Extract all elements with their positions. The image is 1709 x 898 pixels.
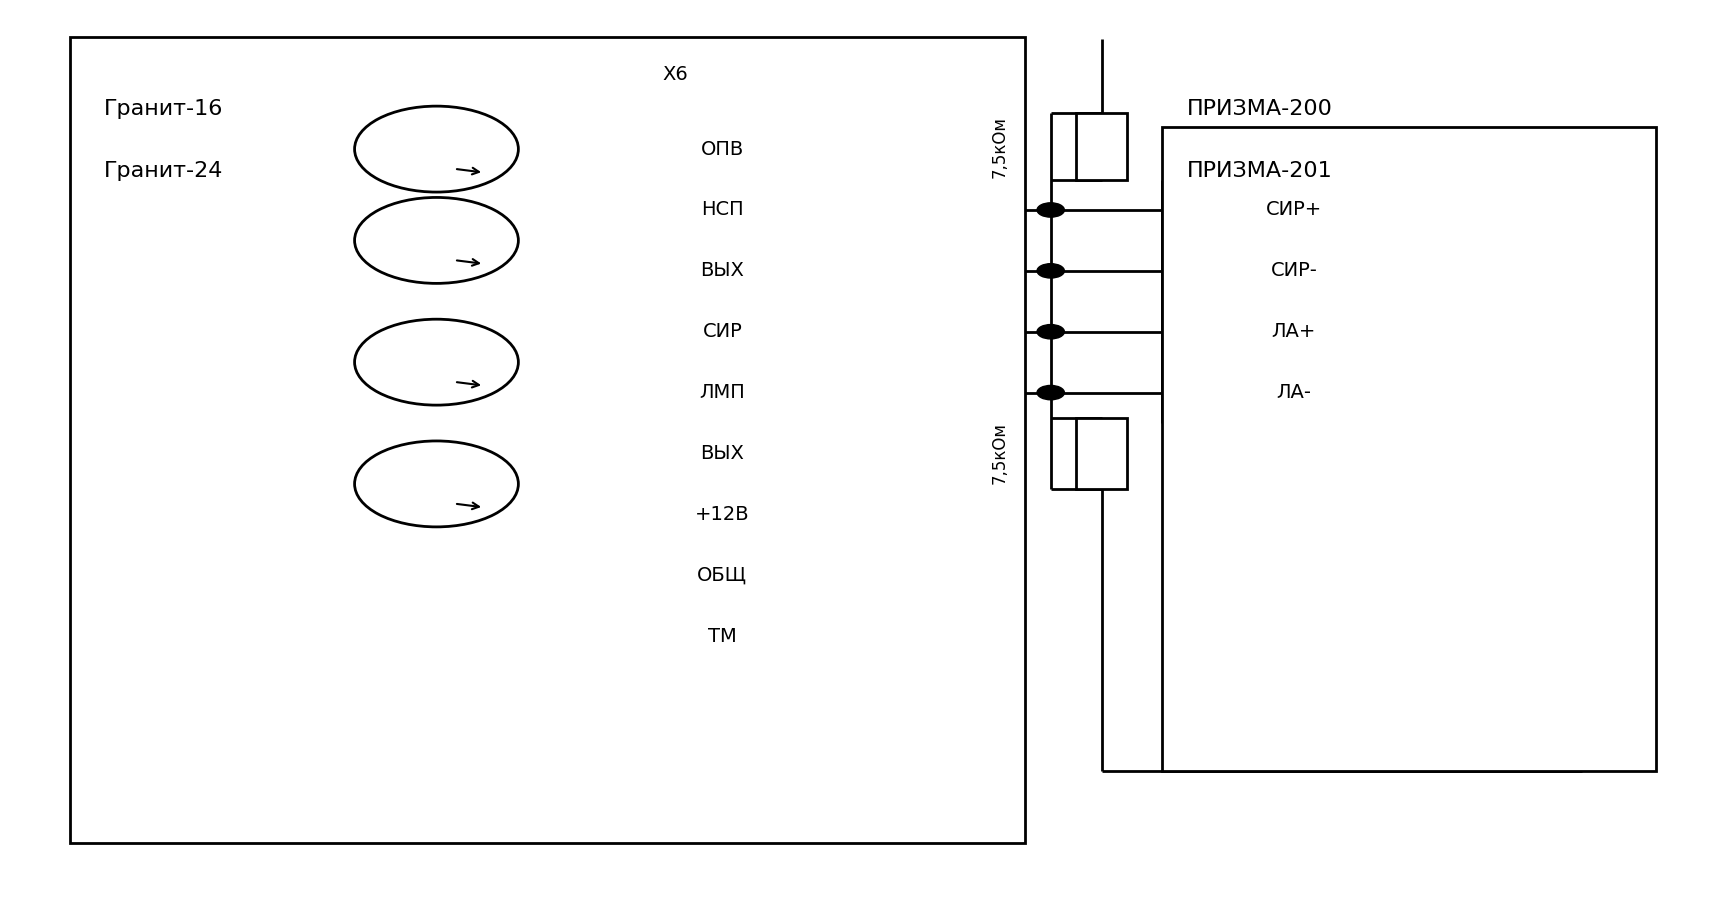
- Text: ВЫХ: ВЫХ: [701, 261, 743, 280]
- Text: ЛМП: ЛМП: [699, 383, 745, 402]
- Text: ЛА+: ЛА+: [1271, 322, 1316, 341]
- Text: +12В: +12В: [696, 505, 750, 524]
- Text: Гранит-24: Гранит-24: [104, 162, 224, 181]
- Text: ОБЩ: ОБЩ: [697, 566, 747, 585]
- Text: 7,5кОм: 7,5кОм: [991, 116, 1008, 178]
- Text: ПРИЗМА-201: ПРИЗМА-201: [1188, 162, 1333, 181]
- Text: СИР: СИР: [702, 322, 742, 341]
- Bar: [1077, 418, 1128, 489]
- Bar: [70, 37, 1025, 843]
- Text: ЛА-: ЛА-: [1277, 383, 1311, 402]
- Circle shape: [1037, 203, 1065, 217]
- Text: СИР+: СИР+: [1266, 200, 1323, 219]
- Text: ТМ: ТМ: [708, 627, 737, 646]
- Circle shape: [1037, 264, 1065, 278]
- Text: ВЫХ: ВЫХ: [701, 444, 743, 463]
- Circle shape: [1037, 385, 1065, 400]
- Text: ПРИЗМА-200: ПРИЗМА-200: [1188, 99, 1333, 119]
- Text: СИР-: СИР-: [1270, 261, 1318, 280]
- Bar: [1077, 113, 1128, 180]
- Text: Х6: Х6: [663, 66, 689, 84]
- Circle shape: [1037, 324, 1065, 339]
- Text: 7,5кОм: 7,5кОм: [991, 422, 1008, 485]
- Text: ОПВ: ОПВ: [701, 139, 743, 159]
- Bar: [1162, 127, 1656, 771]
- Text: Гранит-16: Гранит-16: [104, 99, 224, 119]
- Text: НСП: НСП: [701, 200, 743, 219]
